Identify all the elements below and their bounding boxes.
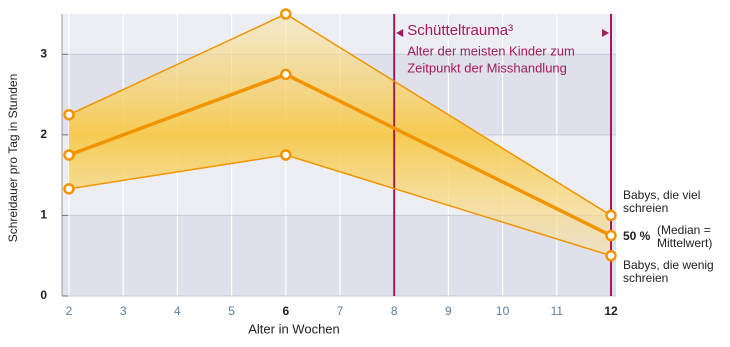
series-label-bold: 50 % [623,229,651,243]
marker [280,149,292,161]
y-tick-label: 2 [40,127,47,141]
x-tick-label: 12 [604,304,618,318]
series-label: (Median = [657,223,711,237]
x-tick-label: 7 [337,304,344,318]
marker [605,209,617,222]
band [69,14,611,256]
series-label: Babys, die wenig [623,258,714,272]
x-tick-label: 8 [391,304,398,318]
marker [63,108,75,121]
marker [605,249,617,262]
highlight-title: Schütteltrauma³ [407,22,513,39]
x-tick-label: 10 [496,304,510,318]
series-label: schreien [623,201,668,215]
x-tick-label: 6 [282,304,289,318]
x-tick-label: 3 [120,304,127,318]
x-axis-label: Alter in Wochen [248,321,340,336]
series-label: Mittelwert) [657,236,712,250]
y-tick-label: 0 [40,288,47,302]
arrow [396,29,404,37]
x-tick-label: 11 [551,304,564,318]
arrow [602,29,609,37]
x-tick-label: 9 [445,304,452,318]
x-tick-label: 5 [228,304,235,318]
series-label: schreien [623,271,668,285]
highlight-text: Alter der meisten Kinder zum [407,43,575,58]
marker [63,183,75,195]
y-tick-label: 3 [40,46,47,60]
series-label: Babys, die viel [623,188,700,202]
marker [605,229,617,242]
x-tick-label: 4 [174,304,181,318]
marker [63,149,75,161]
highlight-text: Zeitpunkt der Misshandlung [407,60,567,75]
marker [280,8,292,20]
y-tick-label: 1 [40,208,47,222]
y-axis-label: Schreidauer pro Tag in Stunden [6,74,20,243]
x-tick-label: 2 [66,304,73,318]
marker [280,68,292,81]
